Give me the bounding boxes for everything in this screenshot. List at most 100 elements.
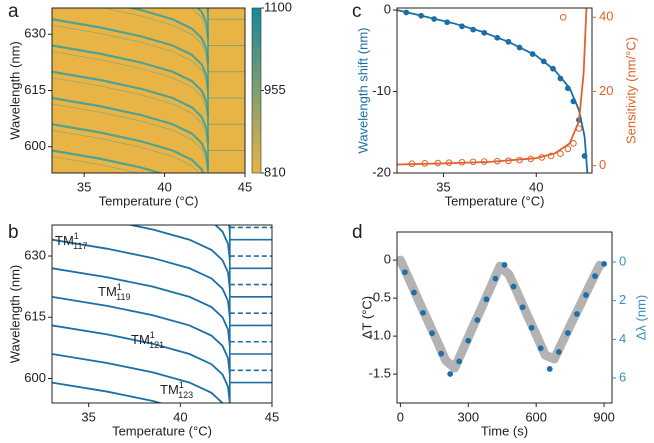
colorbar [251,7,262,174]
mode-curve [52,353,224,403]
heatmap-ridge [52,24,209,97]
colorbar-tick-label: 810 [264,164,286,179]
axes-frame [396,231,613,404]
mode-label-sup: 1 [74,231,79,241]
x-axis-label: Temperature (°C) [99,193,199,208]
data-point [537,345,544,352]
heatmap-ridge [101,8,209,71]
y-axis-label: Wavelength (nm) [7,41,22,140]
data-point [459,23,465,30]
data-point [529,51,536,57]
y-tick-label: -10 [372,83,391,98]
y-axis-label: Wavelength (nm) [7,265,22,364]
data-point [547,152,555,160]
heatmap-ridge [52,51,209,123]
mode-label-sup: 1 [179,380,184,390]
mode-label: TM1 123 [160,380,193,400]
x-tick-label: 35 [81,409,95,424]
heatmap-ridge [126,8,210,65]
heatmap-ridge [52,77,209,150]
data-point [538,154,546,161]
y2-tick-label: 20 [599,83,613,98]
data-point [465,337,472,344]
y2-tick-label: 0 [619,253,626,268]
heatmap-ridge [52,44,210,117]
data-point [403,9,410,16]
data-point [592,273,598,280]
data-point [501,261,508,268]
data-point [494,34,501,41]
data-point [581,152,588,159]
data-point [555,349,562,355]
data-point [445,159,453,166]
x-tick-label: 900 [593,409,615,424]
heatmap-ridge [52,129,200,173]
mode-label-sup: 1 [117,282,122,292]
data-point [480,158,488,165]
heatmap-ridge [52,96,210,170]
data-point [570,140,577,147]
data-point [527,155,535,163]
mode-label-text: TM [160,382,179,397]
data-point [421,160,429,167]
heatmap-ridge [52,156,141,173]
data-point [557,75,564,82]
mode-curve [52,324,231,403]
data-point [420,309,426,316]
data-point [505,157,512,165]
heatmap-ridge [52,149,164,173]
data-point [575,125,583,132]
data-point [481,29,488,36]
data-point [550,65,556,72]
x-tick-label: 45 [265,409,279,424]
axes-frame [396,7,593,174]
data-point [470,26,477,33]
x-tick-label: 40 [529,179,543,194]
y-tick-label: 600 [24,370,46,385]
data-point [559,13,567,21]
data-point [516,156,523,164]
data-point [564,85,571,92]
y2-tick-label: 0 [599,157,606,172]
data-point [493,157,501,165]
y-tick-label: -1.0 [369,328,391,343]
y-tick-label: 630 [24,26,46,41]
x-axis-label: Time (s) [481,423,528,438]
x-tick-label: 45 [238,179,252,194]
y-tick-label: -1.5 [369,366,391,381]
mode-label: TM1 121 [131,330,164,350]
data-point [444,19,451,26]
y-axis-label: Wavelength shift (nm) [355,28,370,154]
mode-label-sub: 121 [149,340,164,350]
data-point [570,98,577,105]
colorbar-tick-label: 1100 [264,0,292,14]
x-tick-label: 40 [173,409,187,424]
mode-label-sub: 123 [178,390,193,400]
data-point [583,292,589,298]
data-point [434,159,442,167]
heatmap-ridge [196,8,210,39]
data-point [474,317,481,323]
trace-band [397,255,605,373]
mode-curve [52,267,231,346]
y2-tick-label: 4 [619,331,626,346]
x-axis-label: Temperature (°C) [445,193,545,208]
data-point [528,324,535,331]
mode-curve [52,295,231,375]
data-point [516,44,523,51]
heatmap-ridge [190,8,209,45]
y-tick-label: 600 [24,138,46,153]
mode-label: TM1 119 [98,282,130,302]
data-point [564,330,571,336]
panel-label: b [8,222,19,243]
y2-tick-label: 40 [599,9,613,24]
y-tick-label: -20 [372,164,391,179]
x-axis-label: Temperature (°C) [112,423,212,438]
x-tick-label: 35 [436,179,450,194]
mode-label-sup: 1 [150,330,155,340]
panel-label: d [352,222,363,243]
colorbar-tick-label: 955 [264,82,286,97]
heatmap-ridge [52,103,209,173]
data-point [402,269,408,276]
